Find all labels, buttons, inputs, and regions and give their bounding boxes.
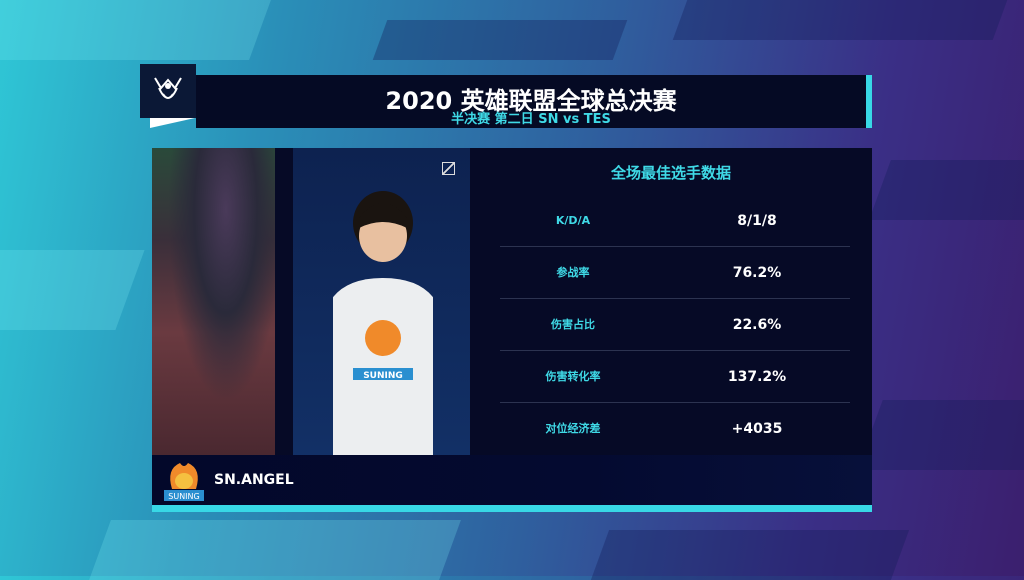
bg-stripe [0, 250, 145, 330]
match-subtitle: 半决赛 第二日 SN vs TES [451, 112, 611, 127]
broken-image-icon [442, 162, 455, 175]
bg-stripe [89, 520, 461, 580]
svg-text:SUNING: SUNING [363, 371, 403, 381]
stat-label: 伤害转化率 [545, 370, 601, 383]
stat-value: 8/1/8 [737, 213, 777, 229]
stat-label: 对位经济差 [545, 422, 601, 435]
bg-stripe [672, 0, 1008, 40]
page-title: 2020 英雄联盟全球总决赛 [385, 87, 677, 115]
stat-label: K/D/A [555, 214, 591, 227]
bg-stripe [857, 400, 1024, 470]
player-name: SN.ANGEL [214, 472, 294, 488]
stat-label: 伤害占比 [551, 318, 595, 331]
bg-stripe [590, 530, 910, 580]
stat-row: 伤害占比 22.6% [500, 299, 850, 351]
svg-text:SUNING: SUNING [168, 492, 199, 501]
player-photo: SUNING [293, 148, 470, 455]
stat-value: 137.2% [727, 369, 787, 385]
trophy-icon [154, 77, 182, 99]
divider [500, 298, 850, 299]
stat-row: 伤害转化率 137.2% [500, 351, 850, 403]
stats-title: 全场最佳选手数据 [610, 164, 731, 182]
worlds-logo [140, 64, 196, 118]
logo-decoration [150, 118, 195, 128]
champion-splash-image [152, 148, 275, 455]
bg-stripe [0, 0, 271, 60]
bottom-accent-bar [152, 505, 872, 512]
stat-value: 22.6% [732, 317, 782, 333]
mvp-panel: SUNING 全场最佳选手数据 K/D/A 8/1/8 参战率 76.2% 伤害… [152, 148, 872, 455]
header-banner: 2020 英雄联盟全球总决赛 半决赛 第二日 SN vs TES [196, 75, 866, 128]
divider [500, 402, 850, 403]
bg-stripe [869, 160, 1024, 220]
player-name-bar: SUNING SN.ANGEL [152, 455, 872, 505]
stat-row: 参战率 76.2% [500, 247, 850, 299]
divider [500, 350, 850, 351]
bg-stripe [372, 20, 628, 60]
stat-label: 参战率 [556, 266, 590, 279]
stat-value: +4035 [731, 421, 783, 437]
stat-row: K/D/A 8/1/8 [500, 195, 850, 247]
stat-value: 76.2% [732, 265, 782, 281]
suning-team-logo: SUNING [164, 463, 204, 501]
player-figure: SUNING [333, 191, 433, 455]
divider [500, 246, 850, 247]
stat-row: 对位经济差 +4035 [500, 403, 850, 455]
header-accent-bar [866, 75, 872, 128]
